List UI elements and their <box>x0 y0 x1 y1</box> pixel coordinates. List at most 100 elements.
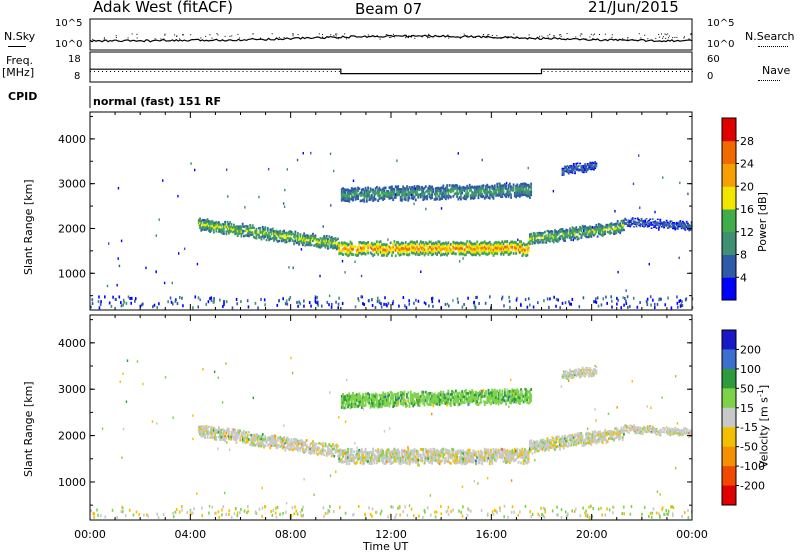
speckle-cell <box>457 152 459 155</box>
echo-cell <box>357 396 359 400</box>
echo-cell <box>383 462 386 466</box>
echo-cell <box>589 225 592 228</box>
nsearch-dot <box>500 38 502 40</box>
echo-cell <box>389 399 392 402</box>
echo-cell <box>363 395 366 399</box>
speckle-cell <box>302 151 304 155</box>
echo-cell <box>258 442 260 445</box>
echo-cell <box>288 443 291 446</box>
echo-cell <box>545 443 548 446</box>
echo-cell <box>486 191 489 195</box>
echo-cell <box>396 185 398 189</box>
echo-cell <box>343 190 346 194</box>
echo-cell <box>215 438 218 441</box>
echo-cell <box>476 251 479 254</box>
echo-cell <box>209 230 211 233</box>
echo-cell <box>540 239 543 242</box>
echo-cell <box>490 190 492 194</box>
echo-cell <box>211 220 214 223</box>
echo-cell <box>310 239 313 242</box>
nsearch-dot <box>547 38 549 40</box>
echo-cell <box>626 429 629 432</box>
echo-cell <box>319 452 322 455</box>
echo-cell <box>629 424 632 426</box>
echo-cell <box>384 453 387 457</box>
echo-cell <box>412 393 415 397</box>
echo-cell <box>274 444 277 447</box>
echo-cell <box>446 186 449 190</box>
echo-cell <box>674 227 677 229</box>
clutter-cell <box>156 306 159 310</box>
echo-cell <box>567 444 570 447</box>
echo-cell <box>664 428 667 430</box>
echo-cell <box>549 441 551 444</box>
echo-cell <box>372 396 375 399</box>
echo-cell <box>471 193 474 197</box>
echo-cell <box>411 191 413 195</box>
echo-cell <box>640 430 643 433</box>
echo-cell <box>263 234 265 238</box>
echo-cell <box>305 243 308 246</box>
echo-cell <box>347 193 349 197</box>
echo-cell <box>570 164 573 167</box>
echo-cell <box>392 248 395 252</box>
nave-dot <box>579 71 581 72</box>
echo-cell <box>235 434 238 437</box>
echo-cell <box>417 185 420 188</box>
echo-cell <box>493 192 496 196</box>
echo-cell <box>444 186 447 190</box>
echo-cell <box>437 186 440 190</box>
clutter-cell <box>235 297 238 301</box>
echo-cell <box>375 393 378 397</box>
echo-cell <box>284 241 287 244</box>
echo-cell <box>547 439 550 442</box>
echo-cell <box>458 455 461 459</box>
nsearch-dot <box>667 33 669 35</box>
echo-cell <box>596 433 599 437</box>
echo-cell <box>408 196 411 200</box>
echo-cell <box>388 449 391 452</box>
echo-cell <box>481 252 484 255</box>
echo-cell <box>222 223 225 226</box>
echo-cell <box>229 221 232 224</box>
nsearch-dot <box>560 34 562 36</box>
echo-cell <box>575 235 578 238</box>
echo-cell <box>372 188 375 192</box>
echo-cell <box>428 245 431 249</box>
echo-cell <box>391 397 393 401</box>
echo-cell <box>487 249 490 253</box>
echo-cell <box>624 424 627 426</box>
echo-cell <box>398 461 401 465</box>
echo-cell <box>584 227 586 230</box>
echo-cell <box>419 453 422 457</box>
echo-cell <box>414 253 417 256</box>
echo-cell <box>681 225 684 227</box>
clutter-cell <box>501 295 504 299</box>
echo-cell <box>478 453 481 456</box>
echo-cell <box>393 450 396 454</box>
echo-cell <box>480 241 482 245</box>
echo-cell <box>638 429 640 432</box>
echo-cell <box>433 395 436 399</box>
echo-cell <box>511 448 514 452</box>
echo-cell <box>640 220 643 223</box>
echo-cell <box>628 225 630 227</box>
echo-cell <box>426 455 428 459</box>
echo-cell <box>615 231 618 235</box>
echo-cell <box>605 441 608 444</box>
echo-cell <box>373 198 376 201</box>
echo-cell <box>577 439 580 443</box>
echo-cell <box>345 188 348 192</box>
clutter-cell <box>210 296 213 300</box>
echo-cell <box>212 431 215 435</box>
echo-cell <box>374 403 377 407</box>
echo-cell <box>665 426 668 429</box>
echo-cell <box>628 221 630 223</box>
echo-cell <box>240 431 243 435</box>
echo-cell <box>512 183 515 187</box>
echo-cell <box>393 248 396 251</box>
echo-cell <box>352 453 354 457</box>
echo-cell <box>373 405 376 409</box>
echo-cell <box>496 249 499 253</box>
echo-cell <box>487 252 490 256</box>
